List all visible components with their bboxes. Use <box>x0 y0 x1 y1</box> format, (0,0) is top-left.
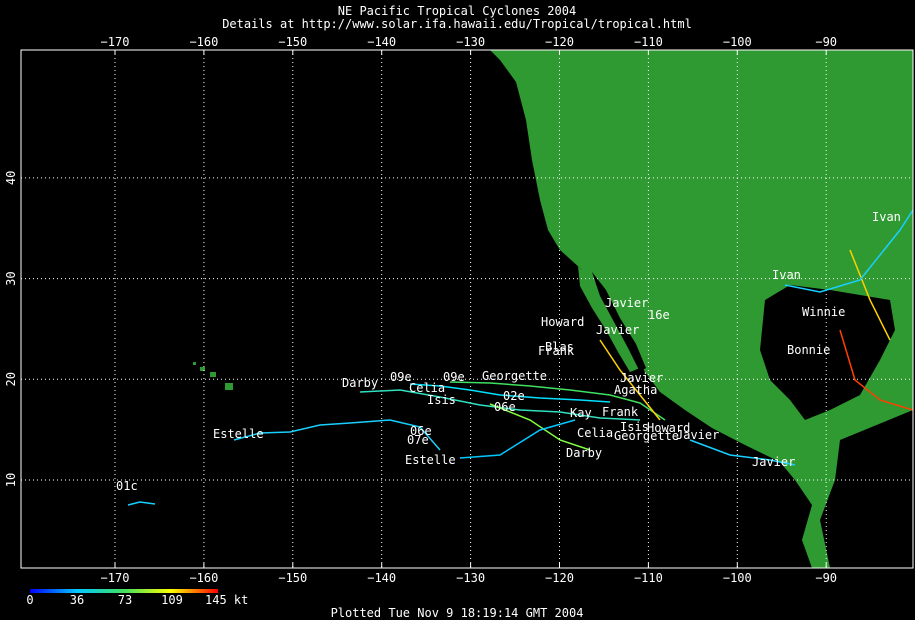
storm-label: Georgette <box>614 429 679 443</box>
lon-label-bottom: −110 <box>634 571 663 585</box>
lon-label-bottom: −170 <box>101 571 130 585</box>
colorbar-label: 109 <box>161 593 183 607</box>
storm-label: Isis <box>427 393 456 407</box>
caribbean <box>820 410 913 568</box>
storm-label: Javier <box>605 296 648 310</box>
track <box>409 383 611 403</box>
lon-label-bottom: −140 <box>367 571 396 585</box>
lon-label-top: −90 <box>815 35 837 49</box>
lat-label: 40 <box>4 171 18 185</box>
lon-label-bottom: −120 <box>545 571 574 585</box>
lon-label-top: −100 <box>723 35 752 49</box>
footer: Plotted Tue Nov 9 18:19:14 GMT 2004 <box>331 606 584 620</box>
hawaii <box>193 362 233 390</box>
track <box>839 329 913 411</box>
lon-label-bottom: −90 <box>815 571 837 585</box>
storm-label: Celia <box>577 426 613 440</box>
storm-label: 06e <box>410 424 432 438</box>
colorbar-label: 0 <box>26 593 33 607</box>
lon-label-bottom: −130 <box>456 571 485 585</box>
track <box>233 419 441 451</box>
storm-label: Javier <box>620 371 663 385</box>
storm-label: Darby <box>566 446 602 460</box>
storm-label: Kay <box>570 406 592 420</box>
storm-label: Howard <box>541 315 584 329</box>
lon-label-top: −150 <box>278 35 307 49</box>
track <box>489 403 591 451</box>
baja-peninsula <box>578 266 640 372</box>
storm-label: Agatha <box>614 383 657 397</box>
storm-label: 09e <box>443 370 465 384</box>
lat-label: 20 <box>4 372 18 386</box>
lon-label-bottom: −160 <box>189 571 218 585</box>
storm-label: Ivan <box>772 268 801 282</box>
gulf-of-california <box>592 272 646 372</box>
storm-label: Georgette <box>482 369 547 383</box>
storm-label: 16e <box>648 308 670 322</box>
lon-label-top: −140 <box>367 35 396 49</box>
axis-labels: −170 −170 −160 −160 −150 −150 −140 −140 −130 −130… <box>4 35 837 585</box>
storm-label: 01c <box>116 479 138 493</box>
lon-label-top: −110 <box>634 35 663 49</box>
storm-label: Celia <box>409 381 445 395</box>
storm-label: Darby <box>342 376 378 390</box>
graticule <box>21 50 913 568</box>
lon-label-top: −120 <box>545 35 574 49</box>
storm-label: Winnie <box>802 305 845 319</box>
track <box>689 439 796 466</box>
storm-label: 07e <box>407 433 429 447</box>
gulf-of-mexico <box>760 285 895 420</box>
storm-label: 02e <box>503 389 525 403</box>
lon-label-top: −130 <box>456 35 485 49</box>
colorbar-label: 73 <box>118 593 132 607</box>
storm-label: Bonnie <box>787 343 830 357</box>
lon-label-top: −160 <box>189 35 218 49</box>
storm-label: Estelle <box>213 427 264 441</box>
track <box>784 209 913 293</box>
storm-label: Javier <box>676 428 719 442</box>
track <box>127 501 156 506</box>
colorbar <box>30 589 218 593</box>
lat-label: 30 <box>4 271 18 285</box>
storm-label: Javier <box>596 323 639 337</box>
track <box>599 339 661 421</box>
storm-label: Frank <box>538 344 575 358</box>
map-frame <box>20 49 914 569</box>
storm-label: 06e <box>494 400 516 414</box>
storm-label: 09e <box>390 370 412 384</box>
storm-label: Ivan <box>872 210 901 224</box>
colorbar-label: 145 kt <box>205 593 248 607</box>
track <box>449 381 666 421</box>
lon-label-bottom: −150 <box>278 571 307 585</box>
land <box>490 50 913 568</box>
lon-label-bottom: −100 <box>723 571 752 585</box>
storm-tracks <box>127 209 913 506</box>
colorbar-labels: 0 36 73 109 145 kt <box>26 593 248 607</box>
storm-label: Isis <box>620 420 649 434</box>
colorbar-label: 36 <box>70 593 84 607</box>
storm-label: Frank <box>602 405 639 419</box>
track <box>849 249 891 341</box>
storm-label: Howard <box>647 421 690 435</box>
lon-label-top: −170 <box>101 35 130 49</box>
lat-label: 10 <box>4 473 18 487</box>
storm-label: Blas <box>545 340 574 354</box>
storm-label: Estelle <box>405 453 456 467</box>
title: NE Pacific Tropical Cyclones 2004 <box>338 4 576 18</box>
storm-label: Javier <box>752 455 795 469</box>
subtitle: Details at http://www.solar.ifa.hawaii.e… <box>222 17 692 31</box>
track <box>459 419 576 459</box>
